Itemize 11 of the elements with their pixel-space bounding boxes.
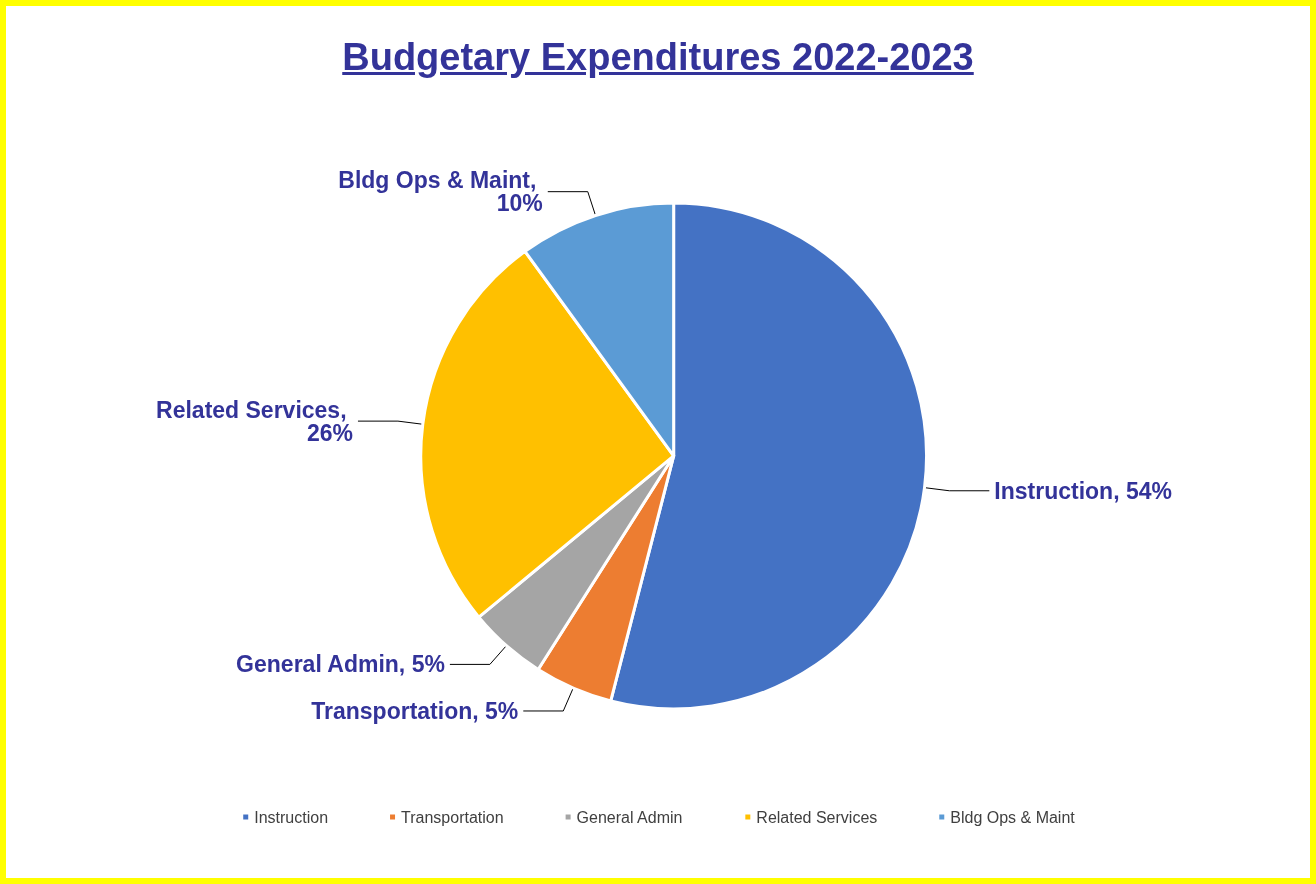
data-label: Transportation, 5%	[311, 697, 519, 724]
legend-label: Transportation	[401, 808, 504, 826]
chart-title: Budgetary Expenditures 2022-2023	[341, 36, 975, 79]
legend-label: Instruction	[254, 808, 329, 826]
data-label: General Admin, 5%	[236, 651, 445, 678]
data-label: Related Services, 26%	[156, 396, 353, 446]
data-label: Instruction, 54%	[994, 477, 1172, 504]
legend-label: General Admin	[576, 808, 683, 826]
legend-label: Bldg Ops & Maint	[950, 808, 1076, 826]
legend-label: Related Services	[756, 808, 878, 826]
data-label: Bldg Ops & Maint, 10%	[338, 167, 543, 217]
